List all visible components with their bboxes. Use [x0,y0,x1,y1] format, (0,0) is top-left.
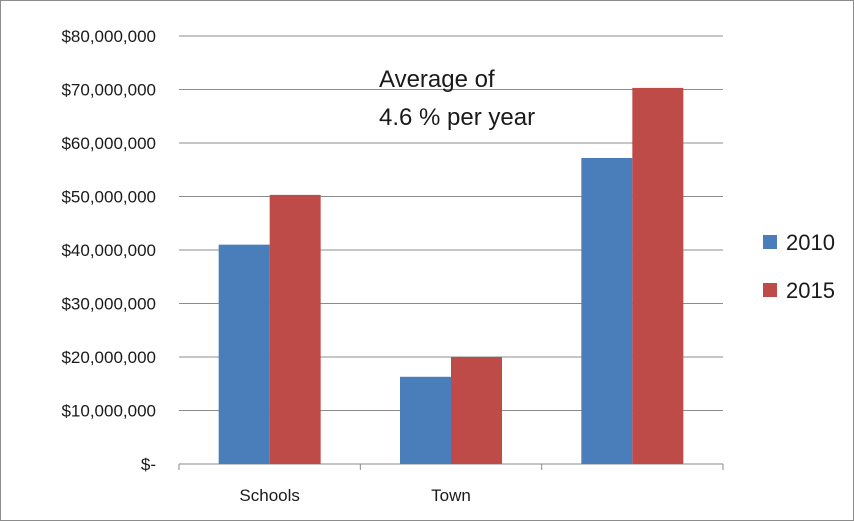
bar-2015-category-3 [632,87,684,465]
bars [218,87,684,465]
bar-2015-town [451,357,502,464]
y-axis-tick-labels: $- $10,000,000 $20,000,000 $30,000,000 $40,0… [61,27,156,474]
x-axis [178,464,724,470]
y-tick-label: $- [141,455,156,474]
y-tick-label: $40,000,000 [61,241,156,260]
legend-swatch-2010 [763,235,777,249]
y-tick-label: $70,000,000 [61,81,156,100]
y-tick-label: $50,000,000 [61,188,156,207]
y-tick-label: $60,000,000 [61,134,156,153]
legend-swatch-2015 [763,283,777,297]
x-category-label: Schools [239,486,299,505]
annotation-line-1: Average of [379,66,495,93]
legend-label-2010: 2010 [786,230,835,255]
y-tick-label: $20,000,000 [61,348,156,367]
bar-2015-schools [269,194,321,464]
y-tick-label: $30,000,000 [61,295,156,314]
annotation-line-2: 4.6 % per year [379,104,535,131]
y-tick-label: $80,000,000 [61,27,156,46]
legend-label-2015: 2015 [786,278,835,303]
x-category-label: Town [431,486,471,505]
legend: 2010 2015 [763,230,835,303]
bar-2010-schools [218,244,270,464]
y-tick-label: $10,000,000 [61,402,156,421]
bar-2010-town [400,376,451,464]
x-axis-category-labels: Schools Town [239,486,470,505]
bar-2010-category-3 [581,157,633,465]
